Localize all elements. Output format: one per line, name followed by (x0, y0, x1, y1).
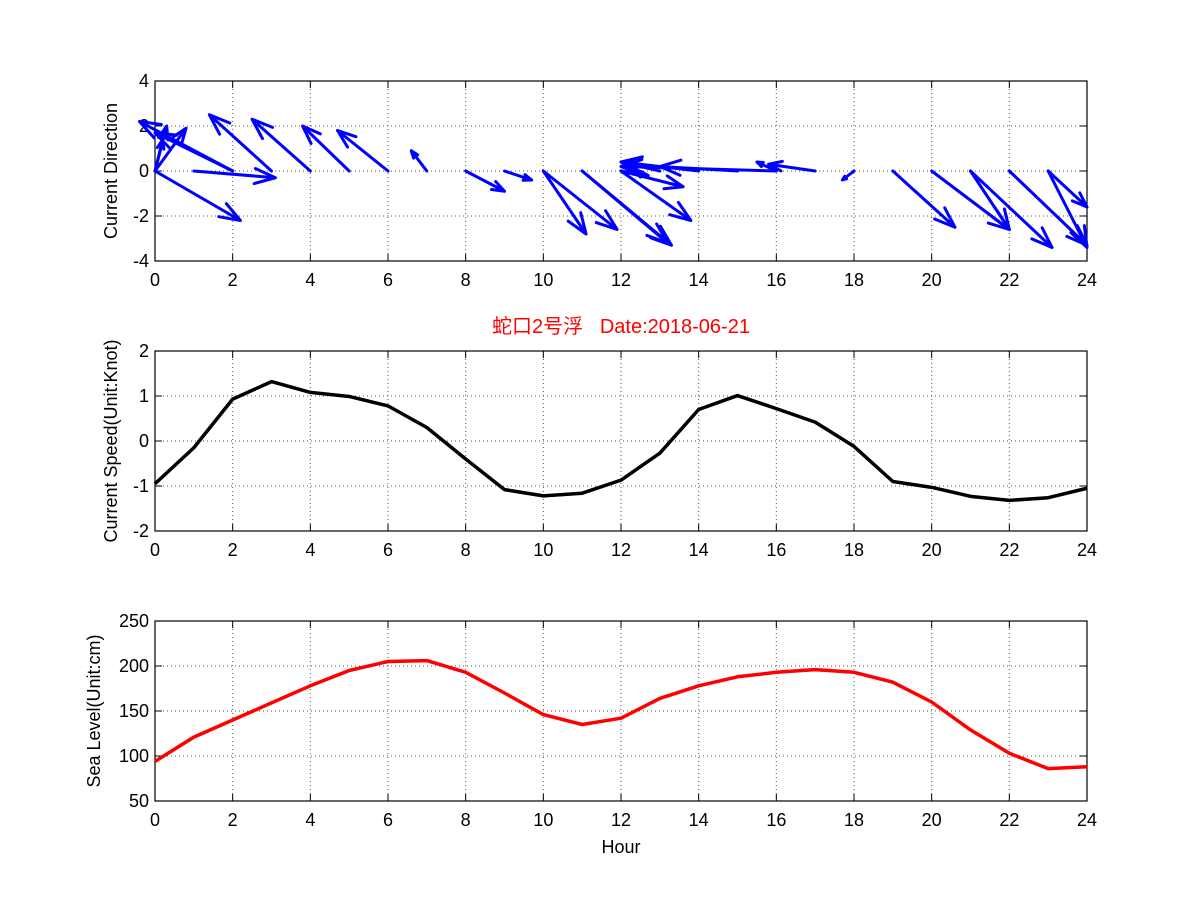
x-tick-label: 24 (1077, 270, 1097, 290)
ylabel-current-speed: Current Speed(Unit:Knot) (101, 339, 121, 542)
x-tick-label: 12 (611, 270, 631, 290)
x-tick-label: 20 (922, 810, 942, 830)
x-tick-label: 0 (150, 810, 160, 830)
x-tick-label: 8 (461, 270, 471, 290)
x-tick-label: 8 (461, 540, 471, 560)
current-vector-arrow (541, 169, 619, 231)
current-vector-arrow (619, 158, 778, 177)
y-tick-label: 200 (119, 656, 149, 676)
x-tick-label: 2 (228, 270, 238, 290)
current-vector-arrow (840, 169, 856, 182)
x-tick-label: 0 (150, 540, 160, 560)
xlabel-hour: Hour (601, 837, 640, 857)
current-vector-arrow (503, 169, 534, 182)
current-vector-arrow (767, 159, 817, 173)
current-vector-arrow (891, 169, 957, 229)
x-tick-label: 16 (766, 540, 786, 560)
x-tick-label: 4 (305, 270, 315, 290)
current-vector-arrow (969, 169, 1011, 231)
x-tick-label: 14 (689, 540, 709, 560)
x-tick-label: 22 (999, 810, 1019, 830)
y-tick-label: -2 (133, 521, 149, 541)
y-tick-label: -2 (133, 206, 149, 226)
y-tick-label: 0 (139, 431, 149, 451)
x-tick-label: 6 (383, 270, 393, 290)
x-tick-label: 16 (766, 810, 786, 830)
sea-level-line (154, 658, 1088, 771)
y-tick-label: 100 (119, 746, 149, 766)
x-tick-label: 0 (150, 270, 160, 290)
current-vector-arrow (137, 120, 235, 173)
current-speed-panel: 蛇口2号浮 Date:2018-06-21 Current Speed(Unit… (101, 315, 1097, 560)
x-tick-label: 24 (1077, 810, 1097, 830)
x-tick-label: 8 (461, 810, 471, 830)
x-tick-label: 20 (922, 540, 942, 560)
x-tick-label: 20 (922, 270, 942, 290)
x-tick-label: 10 (533, 810, 553, 830)
current-vector-arrow (192, 167, 277, 186)
current-vector-arrow (541, 169, 588, 236)
current-vector-arrow (153, 169, 242, 222)
y-tick-label: -4 (133, 251, 149, 271)
x-tick-label: 6 (383, 810, 393, 830)
x-tick-label: 4 (305, 540, 315, 560)
x-tick-label: 10 (533, 270, 553, 290)
x-tick-label: 22 (999, 540, 1019, 560)
current-vector-arrow (580, 169, 670, 245)
current-direction-panel: Current Direction 0 2 4 6 8 10 12 14 16 18 20 22 24-… (101, 71, 1097, 290)
x-tick-label: 16 (766, 270, 786, 290)
x-tick-label: 14 (689, 810, 709, 830)
current-vector-arrow (336, 129, 390, 173)
current-vector-arrow (1046, 169, 1089, 209)
chart-title: 蛇口2号浮 Date:2018-06-21 (492, 315, 750, 338)
x-tick-label: 2 (228, 810, 238, 830)
current-vector-arrow (1007, 169, 1089, 247)
current-vector-arrow (207, 113, 273, 173)
x-tick-label: 6 (383, 540, 393, 560)
ylabel-sea-level: Sea Level(Unit:cm) (84, 634, 104, 787)
current-vector-arrow (1046, 169, 1089, 249)
current-vector-arrow (409, 149, 429, 173)
ylabel-current-direction: Current Direction (101, 103, 121, 239)
x-tick-label: 18 (844, 270, 864, 290)
x-tick-label: 14 (689, 270, 709, 290)
x-tick-label: 24 (1077, 540, 1097, 560)
current-vector-arrow (619, 169, 693, 222)
y-tick-label: 150 (119, 701, 149, 721)
x-tick-label: 12 (611, 810, 631, 830)
x-tick-label: 18 (844, 540, 864, 560)
x-tick-label: 12 (611, 540, 631, 560)
current-vector-arrow (301, 124, 351, 173)
x-tick-label: 4 (305, 810, 315, 830)
current-vector-arrow (755, 160, 778, 173)
x-tick-label: 2 (228, 540, 238, 560)
sea-level-panel: Sea Level(Unit:cm) Hour 0 2 4 6 8 10 12 14 16 18 2… (84, 611, 1097, 857)
y-tick-label: 2 (139, 341, 149, 361)
y-tick-label: 4 (139, 71, 149, 91)
x-tick-label: 22 (999, 270, 1019, 290)
current-vector-arrow (464, 169, 506, 193)
x-tick-label: 18 (844, 810, 864, 830)
y-tick-label: 0 (139, 161, 149, 181)
y-tick-label: -1 (133, 476, 149, 496)
x-tick-label: 10 (533, 540, 553, 560)
current-vector-arrow (250, 117, 312, 173)
y-tick-label: 50 (129, 791, 149, 811)
y-tick-label: 250 (119, 611, 149, 631)
y-tick-label: 1 (139, 386, 149, 406)
current-vector-arrow (969, 169, 1054, 249)
